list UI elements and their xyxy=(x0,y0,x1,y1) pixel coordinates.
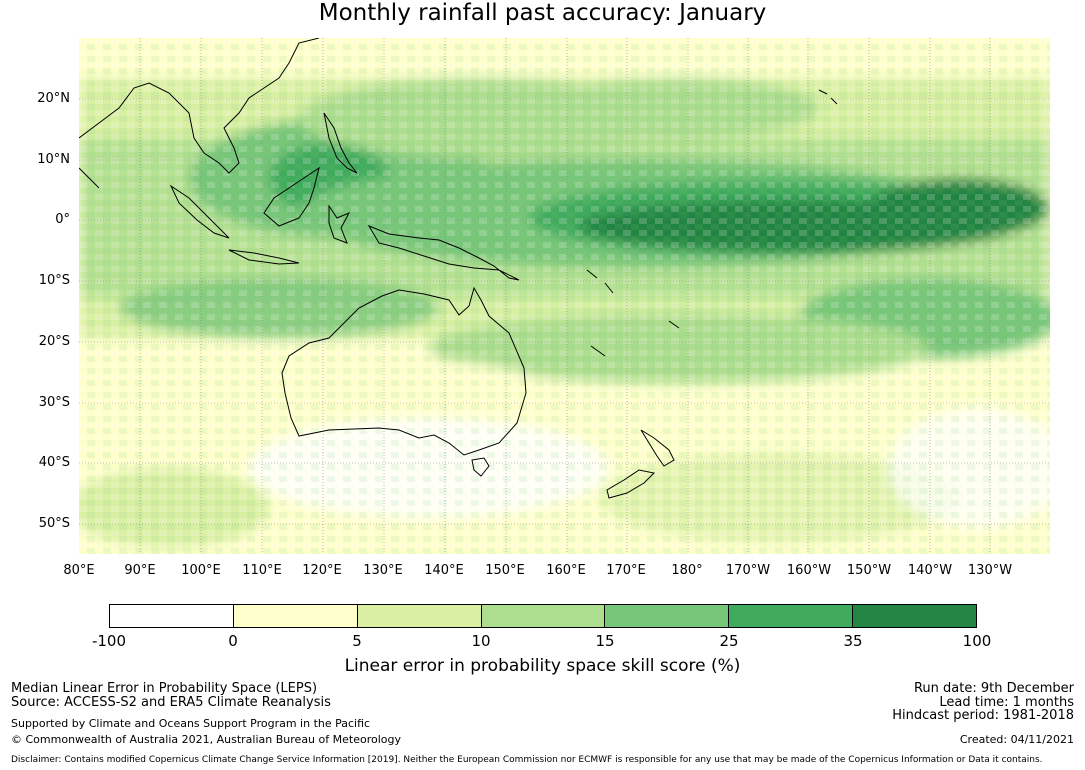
lat-label: 20°S xyxy=(38,334,70,349)
colorbar-segment xyxy=(853,605,977,627)
method-text: Median Linear Error in Probability Space… xyxy=(11,681,318,696)
lon-label: 160°E xyxy=(546,563,586,578)
java-coastline xyxy=(228,249,300,265)
copyright-text: © Commonwealth of Australia 2021, Austra… xyxy=(11,733,401,746)
lon-label: 90°E xyxy=(124,563,156,578)
asia-coastline xyxy=(79,38,320,189)
lon-label: 150°W xyxy=(846,563,892,578)
colorbar-tick: 25 xyxy=(719,632,739,650)
colorbar-segment xyxy=(481,605,606,627)
lon-label: 130°E xyxy=(363,563,403,578)
lon-label: 100°E xyxy=(181,563,221,578)
colorbar-tick: 10 xyxy=(471,632,491,650)
lon-label: 150°E xyxy=(485,563,525,578)
philippines-coastline xyxy=(323,112,358,174)
created-text: Created: 04/11/2021 xyxy=(959,733,1074,746)
lon-label: 180° xyxy=(671,563,703,578)
australia-coastline xyxy=(281,286,527,456)
lon-label: 140°W xyxy=(907,563,953,578)
lead-time-text: Lead time: 1 months xyxy=(939,695,1074,710)
colorbar xyxy=(109,604,977,628)
colorbar-segment xyxy=(233,605,358,627)
lon-label: 120°E xyxy=(302,563,342,578)
graticule xyxy=(79,38,1050,554)
source-text: Source: ACCESS-S2 and ERA5 Climate Reana… xyxy=(11,695,331,710)
lon-label: 170°E xyxy=(606,563,646,578)
new-zealand-coastline xyxy=(606,429,675,499)
lat-label: 10°S xyxy=(38,273,70,288)
lat-label: 0° xyxy=(55,212,70,227)
lat-label: 20°N xyxy=(37,91,70,106)
new-guinea-coastline xyxy=(367,224,520,281)
colorbar-segment xyxy=(605,605,730,627)
coastlines xyxy=(79,38,838,499)
colorbar-tick: 100 xyxy=(962,632,992,650)
run-date-text: Run date: 9th December xyxy=(913,681,1074,696)
colorbar-segment xyxy=(729,605,854,627)
colorbar-tick: 0 xyxy=(228,632,238,650)
colorbar-label: Linear error in probability space skill … xyxy=(344,656,741,676)
colorbar-segment xyxy=(110,605,234,627)
pacific-islands-coastline xyxy=(586,269,680,357)
colorbar-tick: -100 xyxy=(91,632,127,650)
support-text: Supported by Climate and Oceans Support … xyxy=(11,717,371,730)
lon-label: 130°W xyxy=(967,563,1013,578)
colorbar-tick: 15 xyxy=(595,632,615,650)
lat-label: 10°N xyxy=(37,152,70,167)
sulawesi-coastline xyxy=(328,204,351,244)
disclaimer-text: Disclaimer: Contains modified Copernicus… xyxy=(11,755,1043,765)
lat-label: 50°S xyxy=(38,516,70,531)
sumatra-coastline xyxy=(169,184,230,239)
hawaii-coastline xyxy=(818,89,838,105)
lon-label: 160°W xyxy=(786,563,832,578)
lon-label: 140°E xyxy=(424,563,464,578)
lon-label: 170°W xyxy=(725,563,771,578)
chart-title: Monthly rainfall past accuracy: January xyxy=(318,0,767,26)
colorbar-tick: 35 xyxy=(843,632,863,650)
lon-label: 80°E xyxy=(63,563,95,578)
lon-label: 110°E xyxy=(242,563,282,578)
skill-score-map xyxy=(79,38,1050,554)
lat-label: 40°S xyxy=(38,455,70,470)
colorbar-tick: 5 xyxy=(352,632,362,650)
colorbar-segment xyxy=(357,605,482,627)
hindcast-text: Hindcast period: 1981-2018 xyxy=(892,708,1074,723)
tasmania-coastline xyxy=(471,457,490,477)
lat-label: 30°S xyxy=(38,395,70,410)
borneo-coastline xyxy=(263,166,320,227)
